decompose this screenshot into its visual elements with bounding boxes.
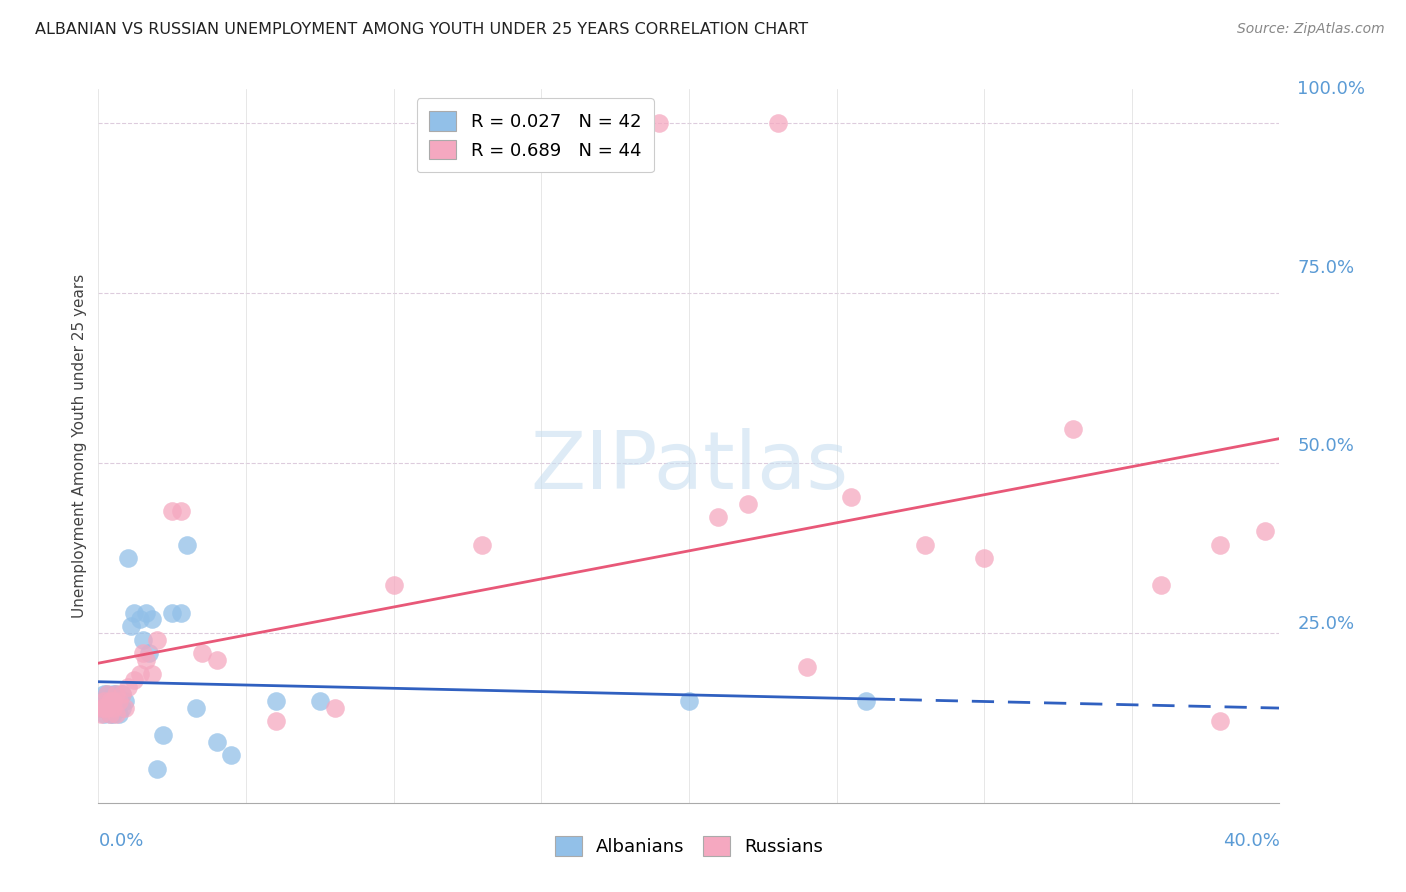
Point bbox=[93, 707, 115, 722]
Point bbox=[141, 666, 163, 681]
Point bbox=[103, 694, 125, 708]
Point bbox=[103, 707, 125, 722]
Point bbox=[152, 728, 174, 742]
Text: 50.0%: 50.0% bbox=[1298, 437, 1354, 455]
Point bbox=[105, 687, 128, 701]
Point bbox=[114, 694, 136, 708]
Point bbox=[98, 700, 121, 714]
Point bbox=[96, 687, 118, 701]
Point bbox=[93, 694, 115, 708]
Point bbox=[839, 490, 862, 504]
Point bbox=[264, 694, 287, 708]
Point bbox=[103, 700, 125, 714]
Point bbox=[93, 694, 115, 708]
Point bbox=[96, 694, 118, 708]
Y-axis label: Unemployment Among Youth under 25 years: Unemployment Among Youth under 25 years bbox=[72, 274, 87, 618]
Point bbox=[96, 700, 118, 714]
Point bbox=[707, 510, 730, 524]
Point bbox=[117, 551, 139, 566]
Text: ALBANIAN VS RUSSIAN UNEMPLOYMENT AMONG YOUTH UNDER 25 YEARS CORRELATION CHART: ALBANIAN VS RUSSIAN UNEMPLOYMENT AMONG Y… bbox=[35, 22, 808, 37]
Point bbox=[98, 707, 121, 722]
Point bbox=[382, 578, 405, 592]
Point bbox=[170, 606, 193, 620]
Point bbox=[205, 734, 228, 748]
Text: 25.0%: 25.0% bbox=[1298, 615, 1354, 633]
Text: 40.0%: 40.0% bbox=[1223, 831, 1279, 849]
Point bbox=[191, 646, 214, 660]
Point bbox=[737, 497, 759, 511]
Point bbox=[111, 700, 134, 714]
Point bbox=[93, 687, 115, 701]
Point bbox=[309, 694, 332, 708]
Point bbox=[219, 748, 242, 763]
Point bbox=[128, 612, 150, 626]
Point bbox=[105, 707, 128, 722]
Point bbox=[141, 612, 163, 626]
Point bbox=[108, 694, 131, 708]
Point bbox=[323, 700, 346, 714]
Text: Source: ZipAtlas.com: Source: ZipAtlas.com bbox=[1237, 22, 1385, 37]
Point bbox=[678, 694, 700, 708]
Point bbox=[103, 700, 125, 714]
Point bbox=[146, 762, 169, 776]
Point bbox=[120, 619, 142, 633]
Text: ZIPatlas: ZIPatlas bbox=[530, 428, 848, 507]
Point bbox=[973, 551, 995, 566]
Point bbox=[103, 687, 125, 701]
Point bbox=[1209, 537, 1232, 551]
Point bbox=[170, 503, 193, 517]
Point bbox=[1209, 714, 1232, 729]
Point bbox=[122, 673, 145, 688]
Point bbox=[796, 660, 818, 674]
Point bbox=[1150, 578, 1173, 592]
Point bbox=[90, 694, 112, 708]
Point bbox=[1062, 422, 1084, 436]
Point bbox=[90, 700, 112, 714]
Point bbox=[98, 694, 121, 708]
Point bbox=[560, 116, 582, 130]
Text: 0.0%: 0.0% bbox=[98, 831, 143, 849]
Point bbox=[111, 687, 134, 701]
Point bbox=[205, 653, 228, 667]
Point bbox=[132, 632, 155, 647]
Point bbox=[90, 707, 112, 722]
Point bbox=[105, 694, 128, 708]
Point bbox=[135, 653, 157, 667]
Point bbox=[122, 606, 145, 620]
Point bbox=[146, 632, 169, 647]
Point bbox=[184, 700, 207, 714]
Point bbox=[105, 687, 128, 701]
Point bbox=[162, 503, 183, 517]
Point bbox=[176, 537, 198, 551]
Point bbox=[108, 694, 131, 708]
Point bbox=[162, 606, 183, 620]
Point bbox=[98, 694, 121, 708]
Point bbox=[1254, 524, 1277, 538]
Point bbox=[111, 687, 134, 701]
Point bbox=[128, 666, 150, 681]
Text: 100.0%: 100.0% bbox=[1298, 80, 1365, 98]
Point bbox=[98, 707, 121, 722]
Point bbox=[138, 646, 160, 660]
Point bbox=[90, 700, 112, 714]
Point bbox=[105, 700, 128, 714]
Point bbox=[648, 116, 671, 130]
Point bbox=[766, 116, 789, 130]
Legend: Albanians, Russians: Albanians, Russians bbox=[546, 827, 832, 865]
Point bbox=[96, 687, 118, 701]
Point bbox=[96, 700, 118, 714]
Point bbox=[117, 680, 139, 694]
Point bbox=[114, 700, 136, 714]
Point bbox=[855, 694, 877, 708]
Point bbox=[132, 646, 155, 660]
Point bbox=[93, 700, 115, 714]
Point bbox=[914, 537, 936, 551]
Point bbox=[471, 537, 494, 551]
Text: 75.0%: 75.0% bbox=[1298, 259, 1354, 277]
Point bbox=[108, 707, 131, 722]
Point bbox=[264, 714, 287, 729]
Point bbox=[135, 606, 157, 620]
